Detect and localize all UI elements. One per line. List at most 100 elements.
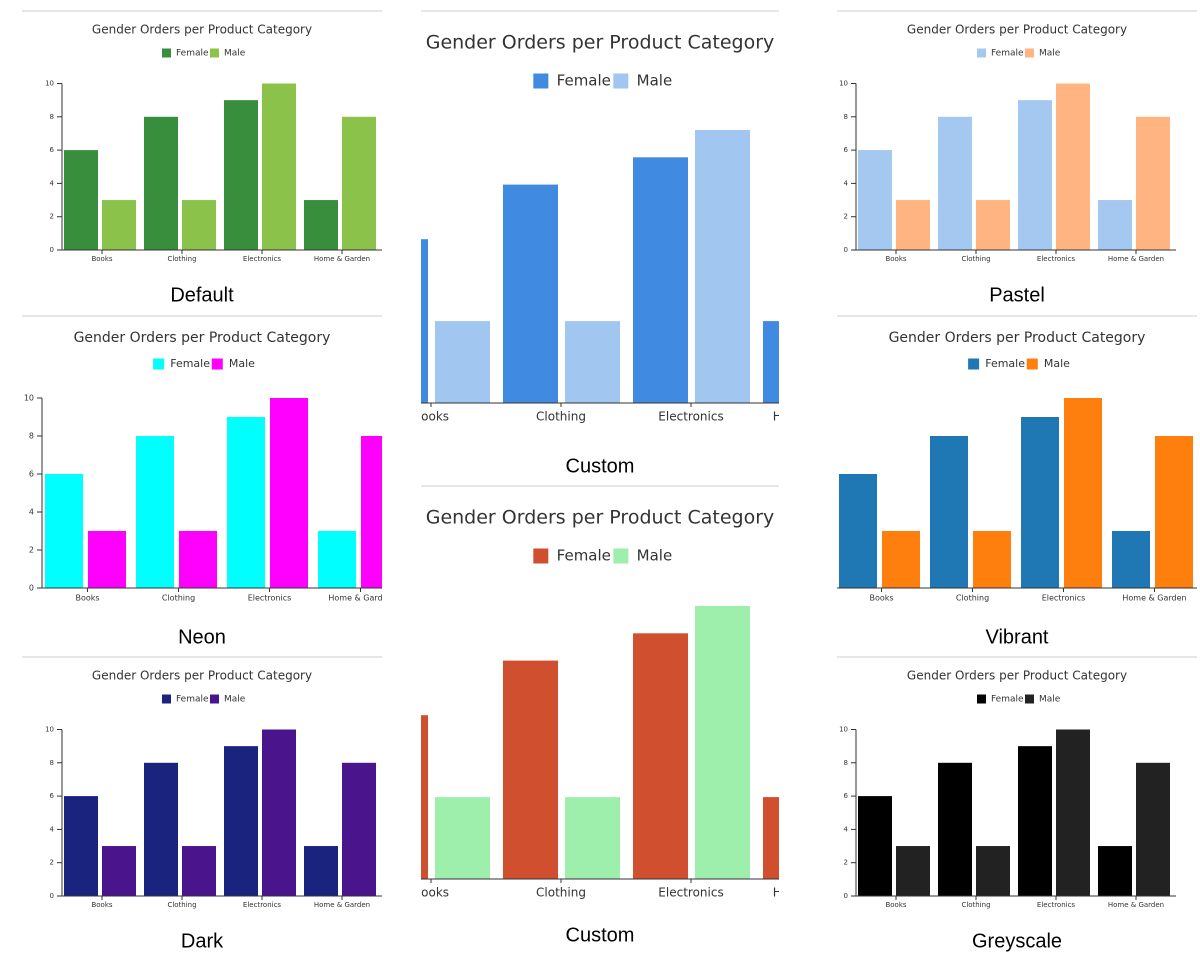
x-tick-label: Clothing (167, 901, 196, 909)
y-tick-label: 8 (823, 432, 828, 441)
bar (102, 200, 136, 250)
x-tick-label: Books (413, 886, 449, 900)
bar (1098, 846, 1132, 896)
bar (930, 436, 968, 588)
chart-panel: Gender Orders per Product Category Female… (837, 656, 1197, 952)
y-tick-label: 0 (29, 584, 34, 593)
legend-label: Male (224, 695, 246, 705)
bar (144, 116, 178, 250)
y-tick-label: 0 (50, 246, 54, 254)
y-tick-label: 6 (50, 792, 55, 800)
y-tick-label: 2 (29, 546, 34, 555)
legend-swatch (162, 48, 171, 58)
y-tick-label: 4 (844, 179, 849, 187)
chart-panel: Gender Orders per Product Category Female… (22, 10, 382, 306)
bar (270, 398, 308, 588)
legend-swatch (162, 694, 171, 704)
chart-title: Gender Orders per Product Category (92, 669, 312, 683)
y-tick-label: 4 (50, 179, 55, 187)
x-tick-label: Electronics (1037, 255, 1076, 263)
legend-label: Male (637, 72, 673, 90)
bar (304, 200, 338, 250)
y-tick-label: 8 (50, 759, 54, 767)
bar (1056, 83, 1090, 250)
chart-caption: Default (170, 284, 234, 306)
y-tick-label: 2 (844, 859, 848, 867)
bar (361, 436, 382, 588)
bar (224, 100, 258, 251)
bar (565, 321, 620, 403)
bar (1136, 116, 1170, 250)
bar (318, 531, 356, 588)
chart-panel: Gender Orders per Product Category Female… (413, 485, 869, 946)
bar (1136, 762, 1170, 896)
y-tick-label: 8 (844, 759, 848, 767)
bar (938, 116, 972, 250)
chart-title: Gender Orders per Product Category (907, 669, 1127, 683)
legend-label: Male (229, 357, 255, 370)
chart-title: Gender Orders per Product Category (92, 23, 312, 37)
y-tick-label: 2 (50, 213, 54, 221)
bar (763, 797, 779, 879)
x-tick-label: Clothing (167, 255, 196, 263)
y-tick-label: 2 (823, 546, 828, 555)
bar (182, 846, 216, 896)
y-tick-label: 2 (844, 213, 848, 221)
y-tick-label: 10 (24, 394, 34, 403)
bar (695, 606, 750, 879)
x-tick-label: Books (413, 410, 449, 424)
bar (45, 474, 83, 588)
legend-swatch (533, 548, 549, 564)
chart-caption: Greyscale (972, 930, 1062, 952)
legend-label: Male (637, 547, 673, 565)
y-tick-label: 10 (45, 726, 54, 734)
x-tick-label: Clothing (961, 901, 990, 909)
y-tick-label: 10 (818, 394, 828, 403)
bar (858, 150, 892, 250)
bar (102, 846, 136, 896)
y-tick-label: 8 (844, 113, 848, 121)
chart-caption: Pastel (989, 284, 1045, 306)
y-tick-label: 0 (50, 892, 54, 900)
bar (1098, 200, 1132, 250)
bar (976, 200, 1010, 250)
y-tick-label: 4 (50, 825, 55, 833)
legend-label: Female (991, 49, 1024, 59)
plot-area: 0 2 4 6 8 10 Books Clothing Electronics Home & Ga… (45, 726, 382, 909)
x-tick-label: Home & Garden (314, 255, 370, 263)
bar (435, 797, 490, 879)
y-tick-label: 6 (823, 470, 828, 479)
chart-panel: Gender Orders per Product Category Female… (837, 10, 1197, 306)
x-tick-label: Books (75, 594, 99, 603)
y-tick-label: 4 (29, 508, 34, 517)
y-tick-label: 8 (29, 432, 34, 441)
x-tick-label: Home & Garden (314, 901, 370, 909)
legend-swatch (968, 358, 980, 370)
y-tick-label: 10 (839, 726, 848, 734)
legend-label: Female (557, 547, 611, 565)
bar (88, 531, 126, 588)
bar (695, 130, 750, 403)
legend-label: Male (1039, 695, 1061, 705)
x-tick-label: Home & Garden (773, 886, 869, 900)
x-tick-label: Books (91, 901, 112, 909)
bar (144, 762, 178, 896)
legend-label: Male (1044, 357, 1070, 370)
y-tick-label: 8 (50, 113, 54, 121)
chart-caption: Vibrant (985, 626, 1048, 648)
bar (565, 797, 620, 879)
x-tick-label: Clothing (956, 594, 989, 603)
legend-swatch (613, 548, 629, 564)
x-tick-label: Electronics (1042, 594, 1086, 603)
legend-swatch (1026, 358, 1038, 370)
x-tick-label: Books (869, 594, 893, 603)
legend-label: Female (557, 72, 611, 90)
bar (262, 729, 296, 896)
legend-swatch (977, 48, 986, 58)
y-tick-label: 4 (844, 825, 849, 833)
y-tick-label: 6 (844, 792, 849, 800)
x-tick-label: Electronics (658, 886, 723, 900)
bar (858, 796, 892, 896)
x-tick-label: Clothing (961, 255, 990, 263)
y-tick-label: 2 (50, 859, 54, 867)
